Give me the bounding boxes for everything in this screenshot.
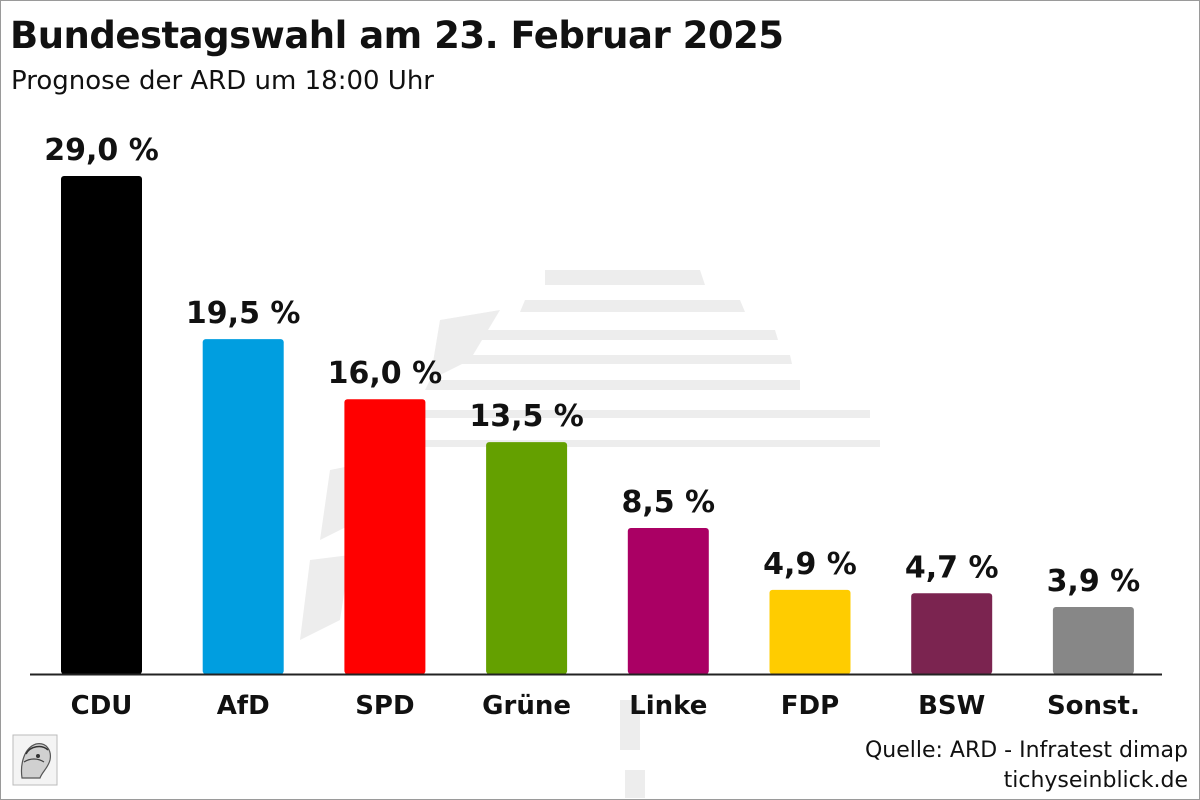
chart-title: Bundestagswahl am 23. Februar 2025: [10, 14, 784, 57]
site-text: tichyseinblick.de: [1003, 768, 1188, 793]
bar-spd: [344, 399, 426, 674]
source-text: Quelle: ARD - Infratest dimap: [864, 738, 1188, 763]
bar-sonst: [1052, 607, 1134, 674]
value-label-linke: 8,5 %: [621, 485, 715, 520]
source-note: Quelle: ARD - Infratest dimap tichyseinb…: [865, 736, 1188, 796]
bar-fdp: [769, 589, 851, 674]
category-label-cdu: CDU: [71, 691, 133, 721]
bar-cdu: [61, 176, 142, 674]
value-label-afd: 19,5 %: [186, 296, 301, 331]
background-watermark: [300, 270, 880, 798]
value-label-grne: 13,5 %: [469, 399, 584, 434]
bar-bsw: [911, 593, 993, 674]
value-label-sonst: 3,9 %: [1047, 564, 1141, 599]
category-label-sonst: Sonst.: [1047, 691, 1140, 721]
category-label-fdp: FDP: [781, 691, 839, 721]
category-label-spd: SPD: [355, 691, 414, 721]
category-label-grne: Grüne: [482, 691, 571, 721]
value-label-bsw: 4,7 %: [905, 550, 999, 585]
chart-subtitle: Prognose der ARD um 18:00 Uhr: [11, 66, 434, 96]
bar-afd: [202, 339, 284, 674]
bars-group: 29,0 % 19,5 % 16,0 % 13,5 % 8,5 % 4,9 % 4,7 % 3…: [44, 133, 1140, 674]
value-label-cdu: 29,0 %: [44, 133, 159, 168]
category-label-afd: AfD: [217, 691, 270, 721]
value-label-fdp: 4,9 %: [763, 547, 857, 582]
category-labels: CDU AfD SPD Grüne Linke FDP BSW Sonst.: [71, 691, 1140, 721]
category-label-linke: Linke: [629, 691, 707, 721]
value-label-spd: 16,0 %: [328, 356, 443, 391]
bar-linke: [627, 528, 709, 674]
bar-grne: [486, 442, 568, 674]
tichys-einblick-logo-icon: [12, 734, 58, 786]
category-label-bsw: BSW: [918, 691, 985, 721]
